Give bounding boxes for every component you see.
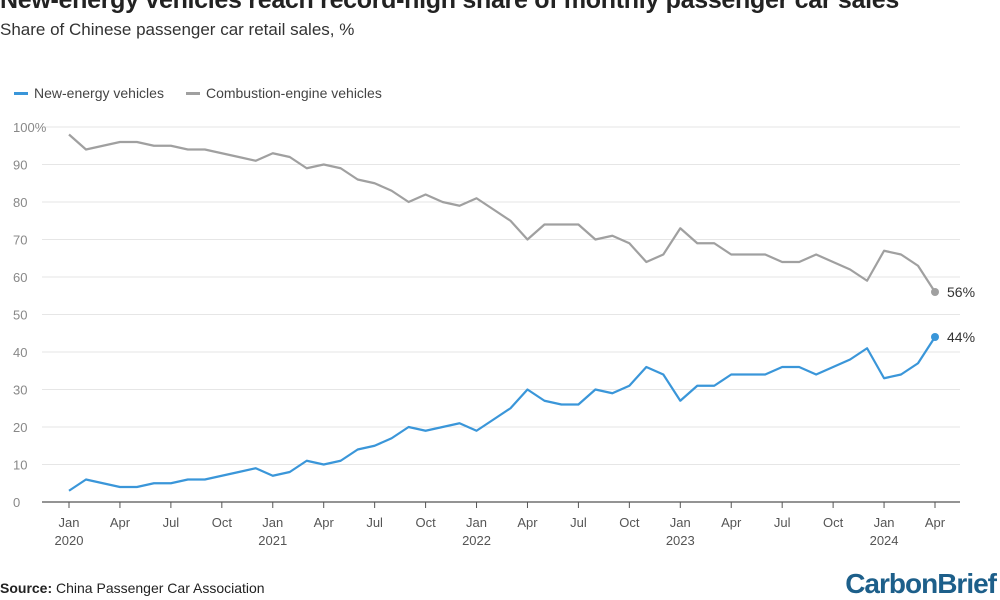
x-tick-label: Jan (59, 515, 80, 530)
end-label-nev: 44% (947, 329, 975, 345)
carbonbrief-logo: CarbonBrief (845, 568, 997, 599)
y-tick-label: 30 (13, 383, 27, 398)
x-tick-label: Apr (517, 515, 538, 530)
x-tick-label: Jul (570, 515, 587, 530)
x-tick-label: Apr (721, 515, 742, 530)
x-tick-label: Jul (366, 515, 383, 530)
legend-swatch-ice (185, 91, 200, 95)
y-tick-label: 90 (13, 158, 27, 173)
legend-label-nev: New-energy vehicles (34, 85, 164, 101)
x-tick-year: 2021 (258, 533, 287, 548)
y-tick-label: 10 (13, 458, 27, 473)
x-tick-label: Jul (163, 515, 180, 530)
x-tick-label: Oct (212, 515, 233, 530)
x-tick-label: Oct (619, 515, 640, 530)
source-label: Source: (0, 580, 53, 596)
source-note: Source: China Passenger Car Association (0, 580, 265, 596)
chart-subtitle: Share of Chinese passenger car retail sa… (0, 20, 355, 39)
x-tick-year: 2024 (870, 533, 899, 548)
x-tick-year: 2022 (462, 533, 491, 548)
x-tick-label: Jan (466, 515, 487, 530)
legend-swatch-nev (14, 91, 28, 95)
x-tick-label: Apr (314, 515, 335, 530)
y-tick-label: 60 (13, 270, 27, 285)
legend-label-ice: Combustion-engine vehicles (205, 85, 382, 101)
x-tick-label: Apr (110, 515, 131, 530)
legend-item-ice: Combustion-engine vehicles (185, 85, 382, 101)
y-tick-label: 100% (13, 120, 47, 135)
x-tick-year: 2023 (666, 533, 695, 548)
y-tick-label: 70 (13, 233, 27, 248)
y-tick-label: 50 (13, 308, 27, 323)
x-tick-year: 2020 (55, 533, 84, 548)
end-point-ice (931, 288, 939, 296)
end-point-nev (931, 333, 939, 341)
x-tick-label: Jan (874, 515, 895, 530)
y-tick-label: 80 (13, 195, 27, 210)
y-tick-label: 0 (13, 495, 20, 510)
legend: New-energy vehicles Combustion-engine ve… (14, 85, 382, 101)
x-tick-label: Oct (415, 515, 436, 530)
source-text: China Passenger Car Association (52, 580, 265, 596)
legend-item-nev: New-energy vehicles (14, 85, 164, 101)
series-line-ice (68, 133, 936, 293)
y-tick-label: 40 (13, 345, 27, 360)
x-tick-label: Oct (823, 515, 844, 530)
end-label-ice: 56% (947, 284, 975, 300)
x-tick-label: Jan (262, 515, 283, 530)
x-tick-label: Apr (925, 515, 946, 530)
series-line-nev (68, 336, 936, 492)
x-tick-label: Jan (670, 515, 691, 530)
chart-title: New-energy vehicles reach record-high sh… (0, 0, 899, 14)
y-tick-label: 20 (13, 420, 27, 435)
x-tick-label: Jul (774, 515, 791, 530)
